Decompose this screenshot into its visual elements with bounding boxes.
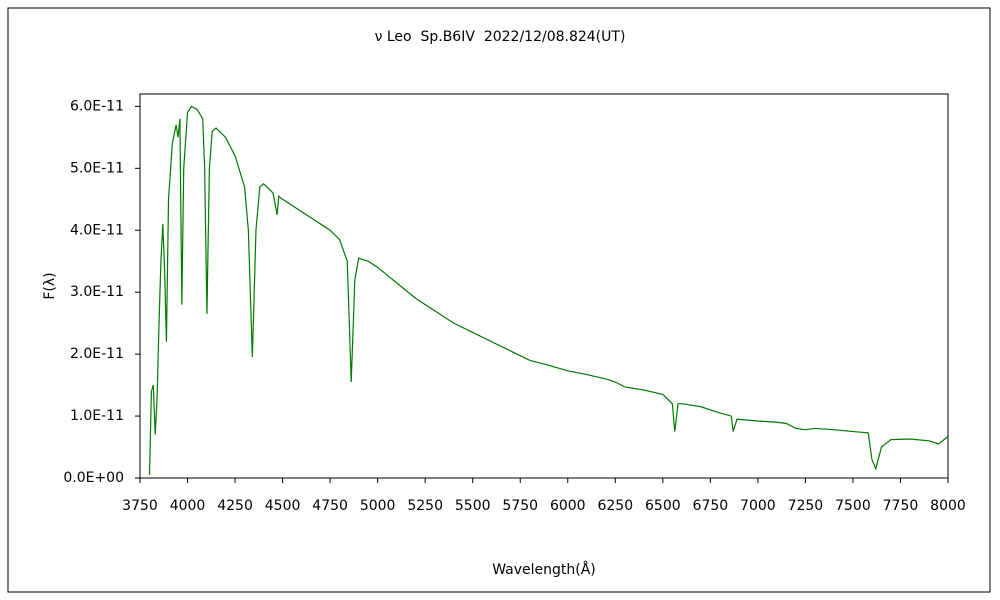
x-tick-label: 7500 (835, 498, 871, 514)
x-tick-label: 7000 (740, 498, 776, 514)
x-tick-label: 6250 (597, 498, 633, 514)
x-tick-label: 7750 (883, 498, 919, 514)
x-tick-label: 3750 (122, 498, 158, 514)
x-tick-label: 4000 (170, 498, 206, 514)
x-tick-label: 5250 (407, 498, 443, 514)
y-tick-label: 5.0E-11 (70, 160, 124, 176)
x-tick-label: 5500 (455, 498, 491, 514)
y-tick-label: 4.0E-11 (70, 222, 124, 238)
chart-title: ν Leo Sp.B6IV 2022/12/08.824(UT) (375, 29, 626, 45)
plot-area (139, 93, 949, 479)
x-tick-label: 6750 (693, 498, 729, 514)
y-tick-label: 2.0E-11 (70, 346, 124, 362)
y-tick-label: 3.0E-11 (70, 284, 124, 300)
spectrum-line (148, 105, 949, 475)
x-tick-label: 8000 (930, 498, 966, 514)
x-tick-label: 4250 (217, 498, 253, 514)
x-tick-label: 5000 (360, 498, 396, 514)
y-tick-label: 6.0E-11 (70, 98, 124, 114)
y-axis-label: F(λ) (42, 272, 58, 299)
x-tick-label: 4750 (312, 498, 348, 514)
x-tick-label: 5750 (502, 498, 538, 514)
x-tick-label: 6500 (645, 498, 681, 514)
y-tick-label: 1.0E-11 (70, 408, 124, 424)
y-tick-label: 0.0E+00 (63, 470, 124, 486)
x-tick-label: 6000 (550, 498, 586, 514)
x-tick-label: 7250 (788, 498, 824, 514)
x-tick-label: 4500 (265, 498, 301, 514)
x-axis-label: Wavelength(Å) (492, 561, 596, 578)
